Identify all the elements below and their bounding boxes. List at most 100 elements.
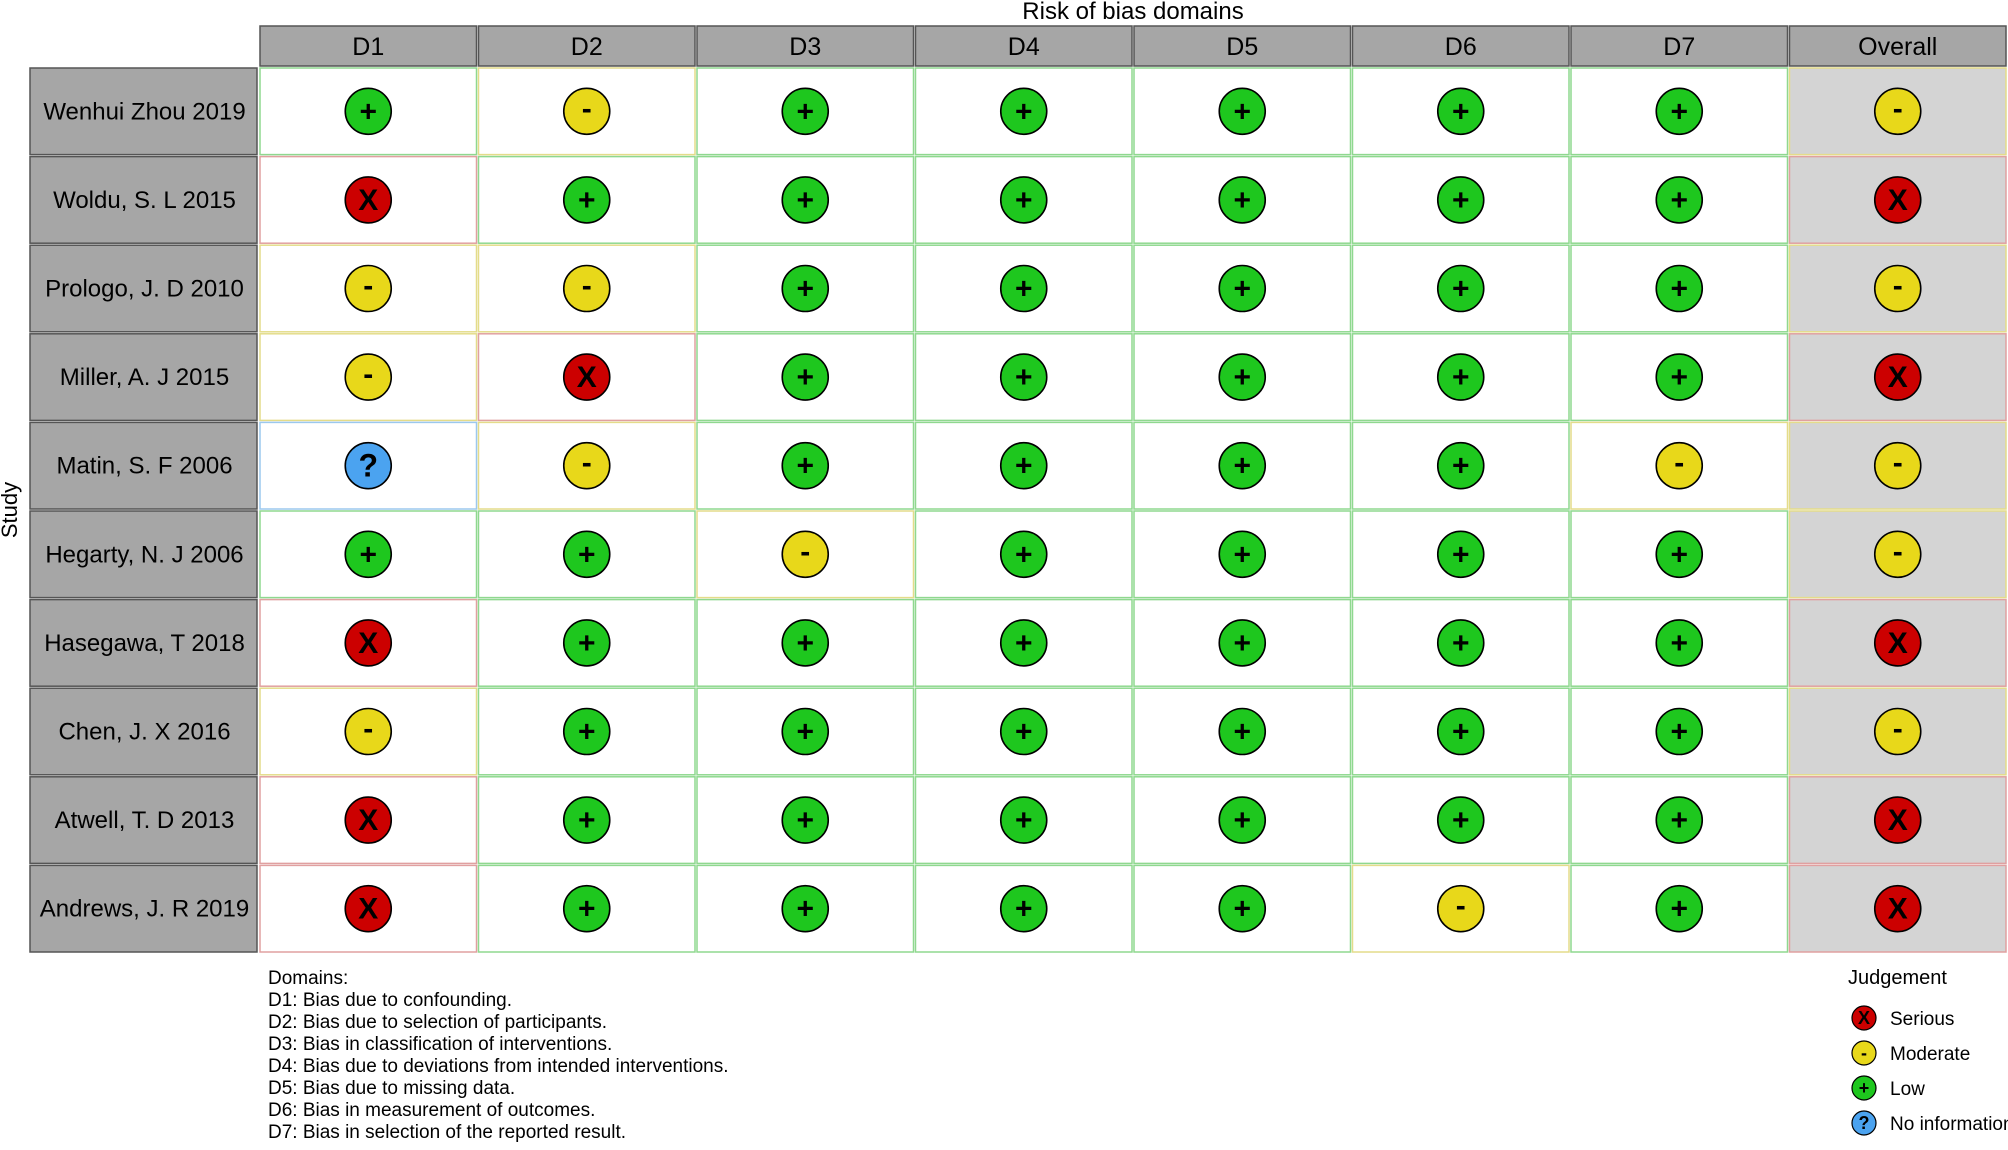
judgement-dot [344,884,393,933]
judgement-symbol: - [582,447,592,480]
judgement-dot [999,87,1048,136]
judgement-dot [1218,884,1267,933]
judgement-symbol: + [1233,804,1251,837]
judgement-symbol: + [796,361,814,394]
judgement-dot [999,441,1048,490]
judgement-symbol: ? [358,448,378,484]
judgement-dot [999,796,1048,844]
judgement-dot [1655,884,1704,933]
judgement-dot [1655,87,1704,136]
judgement-dot [1436,264,1485,313]
judgement-symbol: + [1452,361,1470,394]
column-header-cell [477,25,696,67]
judgement-cell [914,333,1133,422]
judgement-symbol: + [1233,184,1251,217]
row-label-cell [29,333,258,422]
judgement-symbol: + [578,627,596,660]
domain-definition: D6: Bias in measurement of outcomes. [268,1100,595,1121]
judgement-dot [344,707,393,756]
domain-definition: D2: Bias due to selection of participant… [268,1012,607,1033]
judgement-symbol: X [358,804,378,837]
judgement-symbol: + [1015,450,1033,483]
judgement-symbol: X [1888,361,1908,394]
judgement-symbol: X [358,184,378,217]
judgement-dot [781,530,830,579]
column-header-label: D2 [571,33,603,61]
judgement-dot [1873,707,1922,756]
judgement-symbol: + [1452,804,1470,837]
judgement-dot [1873,441,1922,490]
chart-title: Risk of bias domains [1022,0,1243,25]
domain-definition: D3: Bias in classification of interventi… [268,1034,612,1055]
legend-symbol: + [1859,1078,1870,1098]
judgement-dot [1655,441,1704,490]
judgement-dot [1436,176,1485,224]
column-header-cell [259,25,478,67]
study-label: Miller, A. J 2015 [60,364,229,391]
judgement-dot [999,353,1048,401]
judgement-symbol: + [1233,716,1251,749]
judgement-symbol: - [1893,447,1903,480]
study-label: Prologo, J. D 2010 [45,276,244,303]
judgement-symbol: - [363,270,373,303]
judgement-symbol: - [582,270,592,303]
judgement-symbol: + [1015,804,1033,837]
judgement-symbol: + [1233,450,1251,483]
column-header-cell [914,25,1133,67]
judgement-symbol: + [1233,538,1251,571]
judgement-dot [344,796,393,844]
judgement-dot [781,87,830,136]
judgement-symbol: + [1015,893,1033,926]
judgement-symbol: - [582,92,592,125]
judgement-dot [562,87,611,136]
judgement-cell [259,864,478,953]
judgement-symbol: + [1452,184,1470,217]
judgement-symbol: + [1233,95,1251,128]
column-header-label: D4 [1008,33,1040,61]
judgement-symbol: + [796,95,814,128]
legend: Domains:D1: Bias due to confounding.D2: … [268,967,2008,1143]
judgement-dot [1218,530,1267,579]
judgement-symbol: + [1670,627,1688,660]
judgement-cell [1351,244,1570,333]
judgement-symbol: + [1015,716,1033,749]
column-header-cell [1351,25,1570,67]
judgement-symbol: + [578,184,596,217]
judgement-symbol: + [1452,95,1470,128]
judgement-dot [1873,884,1922,933]
judgement-dot [562,530,611,579]
judgement-symbol: + [1233,627,1251,660]
judgement-dot [1655,796,1704,844]
judgement-symbol: + [578,893,596,926]
judgement-symbol: - [1893,713,1903,746]
judgement-dot [344,353,393,401]
row-label-cell [29,776,258,865]
y-axis-label: Study [0,482,22,538]
judgement-dot [999,619,1048,667]
legend-swatch [1851,1040,1877,1066]
judgement-dot [1436,707,1485,756]
judgement-dot [781,619,830,667]
judgement-symbol: + [1670,95,1688,128]
row-label-cell [29,687,258,776]
judgement-symbol: + [1670,361,1688,394]
judgement-dot [1655,353,1704,401]
column-header-label: D5 [1226,33,1258,61]
row-label-cell [29,67,258,156]
legend-swatch [1851,1005,1877,1031]
judgement-dot [344,441,393,490]
judgement-symbol: + [578,538,596,571]
judgement-symbol: + [1015,273,1033,306]
judgement-dot [1655,264,1704,313]
judgement-dot [344,619,393,667]
judgement-symbol: + [578,716,596,749]
judgement-symbol: + [578,804,596,837]
judgement-symbol: - [1893,535,1903,568]
judgement-symbol: + [359,95,377,128]
judgement-dot [562,441,611,490]
row-label-cell [29,421,258,510]
judgement-dot [1655,619,1704,667]
judgement-dot [1436,353,1485,401]
judgement-symbol: + [796,450,814,483]
judgement-dot [562,884,611,933]
